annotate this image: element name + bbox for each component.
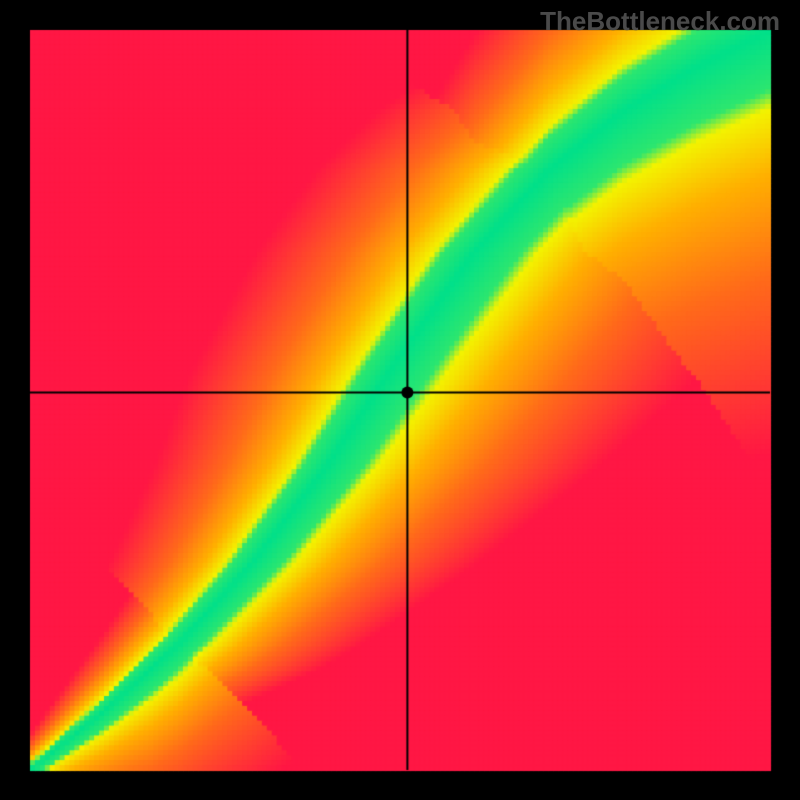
chart-container: TheBottleneck.com	[0, 0, 800, 800]
watermark-text: TheBottleneck.com	[540, 6, 780, 37]
bottleneck-heatmap	[0, 0, 800, 800]
